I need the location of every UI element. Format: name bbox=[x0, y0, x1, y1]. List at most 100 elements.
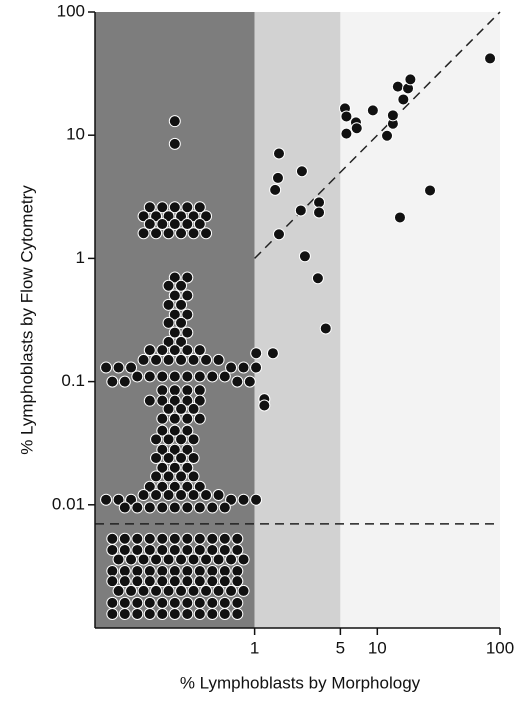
point bbox=[294, 204, 307, 217]
point bbox=[187, 489, 200, 502]
point bbox=[218, 532, 231, 545]
point bbox=[237, 584, 250, 597]
point bbox=[175, 316, 188, 329]
point bbox=[340, 127, 353, 140]
point bbox=[175, 470, 188, 483]
point bbox=[156, 501, 169, 514]
point bbox=[112, 493, 125, 506]
point bbox=[200, 489, 213, 502]
y-tick-label: 10 bbox=[66, 125, 85, 144]
point bbox=[187, 451, 200, 464]
point bbox=[393, 211, 406, 224]
point bbox=[193, 607, 206, 620]
point bbox=[181, 543, 194, 556]
point bbox=[143, 596, 156, 609]
point bbox=[156, 596, 169, 609]
point bbox=[311, 272, 324, 285]
point bbox=[131, 565, 144, 578]
point bbox=[266, 347, 279, 360]
point bbox=[424, 184, 437, 197]
point bbox=[218, 596, 231, 609]
point bbox=[131, 501, 144, 514]
point bbox=[143, 394, 156, 407]
y-tick-label: 0.01 bbox=[52, 494, 85, 513]
point bbox=[118, 575, 131, 588]
point bbox=[168, 308, 181, 321]
point bbox=[168, 289, 181, 302]
point bbox=[212, 489, 225, 502]
point bbox=[143, 575, 156, 588]
point bbox=[193, 565, 206, 578]
point bbox=[112, 553, 125, 566]
point bbox=[187, 402, 200, 415]
point bbox=[200, 584, 213, 597]
point bbox=[404, 73, 417, 86]
point bbox=[250, 361, 263, 374]
point bbox=[187, 470, 200, 483]
point bbox=[181, 607, 194, 620]
point bbox=[181, 289, 194, 302]
point bbox=[150, 451, 163, 464]
point bbox=[193, 201, 206, 214]
point bbox=[106, 543, 119, 556]
point bbox=[156, 201, 169, 214]
point bbox=[131, 532, 144, 545]
point bbox=[206, 596, 219, 609]
point bbox=[193, 575, 206, 588]
point bbox=[181, 344, 194, 357]
point bbox=[118, 596, 131, 609]
point bbox=[218, 565, 231, 578]
point bbox=[258, 399, 271, 412]
point bbox=[181, 480, 194, 493]
point bbox=[218, 501, 231, 514]
identity-line bbox=[254, 11, 501, 259]
point bbox=[237, 553, 250, 566]
point bbox=[237, 361, 250, 374]
point bbox=[150, 584, 163, 597]
point bbox=[168, 575, 181, 588]
point bbox=[181, 532, 194, 545]
point bbox=[137, 489, 150, 502]
point bbox=[175, 353, 188, 366]
point bbox=[218, 370, 231, 383]
point bbox=[193, 480, 206, 493]
point bbox=[118, 532, 131, 545]
point bbox=[162, 227, 175, 240]
point bbox=[231, 375, 244, 388]
point bbox=[193, 412, 206, 425]
point bbox=[187, 433, 200, 446]
point bbox=[193, 596, 206, 609]
point bbox=[225, 361, 238, 374]
point bbox=[206, 501, 219, 514]
point bbox=[162, 402, 175, 415]
point bbox=[218, 543, 231, 556]
point bbox=[156, 218, 169, 231]
point bbox=[181, 384, 194, 397]
point bbox=[143, 501, 156, 514]
point bbox=[313, 206, 326, 219]
point bbox=[181, 271, 194, 284]
point bbox=[212, 353, 225, 366]
point bbox=[156, 565, 169, 578]
point bbox=[187, 227, 200, 240]
point bbox=[175, 451, 188, 464]
point bbox=[225, 584, 238, 597]
point bbox=[156, 543, 169, 556]
point bbox=[143, 565, 156, 578]
point bbox=[106, 532, 119, 545]
point bbox=[143, 607, 156, 620]
point bbox=[150, 489, 163, 502]
point bbox=[137, 353, 150, 366]
point bbox=[168, 370, 181, 383]
point bbox=[168, 424, 181, 437]
point bbox=[143, 218, 156, 231]
point bbox=[175, 402, 188, 415]
point bbox=[162, 335, 175, 348]
x-axis-label: % Lymphoblasts by Morphology bbox=[180, 673, 421, 692]
point bbox=[168, 384, 181, 397]
x-tick-label: 10 bbox=[368, 638, 387, 657]
point bbox=[386, 109, 399, 122]
point bbox=[168, 394, 181, 407]
point bbox=[143, 480, 156, 493]
